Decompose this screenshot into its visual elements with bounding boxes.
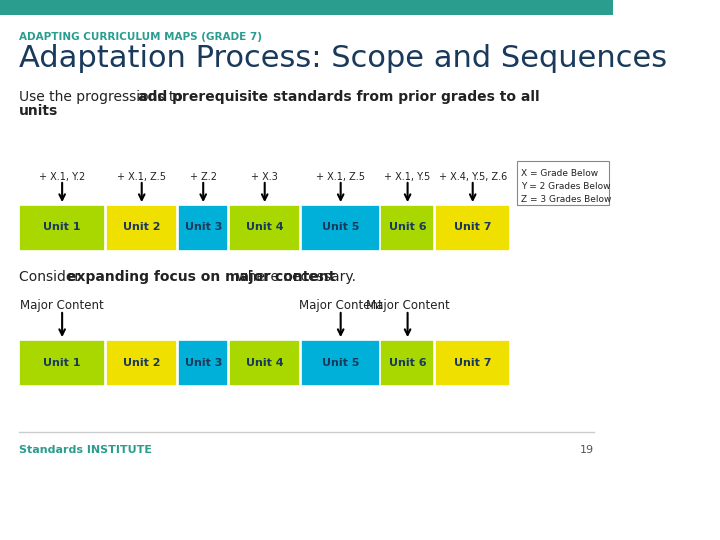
Text: Unit 5: Unit 5 [322, 357, 359, 368]
Text: Unit 7: Unit 7 [454, 222, 492, 233]
Text: Unit 7: Unit 7 [454, 357, 492, 368]
Text: Major Content: Major Content [299, 299, 382, 312]
Text: Unit 5: Unit 5 [322, 222, 359, 233]
Text: Z = 3 Grades Below: Z = 3 Grades Below [521, 195, 611, 204]
FancyBboxPatch shape [19, 205, 104, 250]
FancyBboxPatch shape [301, 340, 379, 385]
Text: + Z.2: + Z.2 [189, 172, 217, 182]
Text: Adaptation Process: Scope and Sequences: Adaptation Process: Scope and Sequences [19, 44, 667, 73]
FancyBboxPatch shape [228, 205, 300, 250]
Text: add prerequisite standards from prior grades to all: add prerequisite standards from prior gr… [138, 90, 539, 104]
Text: .: . [42, 104, 47, 118]
Text: ADAPTING CURRICULUM MAPS (GRADE 7): ADAPTING CURRICULUM MAPS (GRADE 7) [19, 32, 262, 42]
Text: Major Content: Major Content [20, 299, 104, 312]
FancyBboxPatch shape [106, 205, 176, 250]
Text: where necessary.: where necessary. [232, 270, 356, 284]
Text: Unit 4: Unit 4 [246, 357, 284, 368]
Text: Consider: Consider [19, 270, 84, 284]
FancyBboxPatch shape [518, 161, 609, 205]
Text: expanding focus on major content: expanding focus on major content [67, 270, 336, 284]
Text: Standards INSTITUTE: Standards INSTITUTE [19, 445, 152, 455]
Text: + X.1, Y.5: + X.1, Y.5 [384, 172, 431, 182]
Text: + X.4, Y.5, Z.6: + X.4, Y.5, Z.6 [438, 172, 507, 182]
Text: Major Content: Major Content [366, 299, 449, 312]
Text: Unit 2: Unit 2 [123, 222, 161, 233]
FancyBboxPatch shape [178, 340, 227, 385]
Text: Unit 1: Unit 1 [43, 357, 81, 368]
Text: Unit 6: Unit 6 [389, 222, 426, 233]
FancyBboxPatch shape [380, 340, 433, 385]
Text: Unit 2: Unit 2 [123, 357, 161, 368]
Text: Unit 3: Unit 3 [184, 222, 222, 233]
FancyBboxPatch shape [19, 340, 104, 385]
Text: + X.1, Z.5: + X.1, Z.5 [117, 172, 166, 182]
Text: + X.1, Z.5: + X.1, Z.5 [316, 172, 365, 182]
Text: X = Grade Below: X = Grade Below [521, 169, 598, 178]
Text: Use the progressions to: Use the progressions to [19, 90, 187, 104]
FancyBboxPatch shape [380, 205, 433, 250]
FancyBboxPatch shape [228, 340, 300, 385]
Text: + X.1, Y.2: + X.1, Y.2 [39, 172, 85, 182]
FancyBboxPatch shape [178, 205, 227, 250]
Text: + X.3: + X.3 [251, 172, 278, 182]
Text: Unit 4: Unit 4 [246, 222, 284, 233]
Text: Unit 1: Unit 1 [43, 222, 81, 233]
Text: Unit 6: Unit 6 [389, 357, 426, 368]
FancyBboxPatch shape [0, 0, 613, 15]
Text: Y = 2 Grades Below: Y = 2 Grades Below [521, 182, 611, 191]
FancyBboxPatch shape [435, 340, 509, 385]
FancyBboxPatch shape [106, 340, 176, 385]
FancyBboxPatch shape [435, 205, 509, 250]
Text: units: units [19, 104, 58, 118]
FancyBboxPatch shape [301, 205, 379, 250]
Text: 19: 19 [580, 445, 594, 455]
Text: Unit 3: Unit 3 [184, 357, 222, 368]
